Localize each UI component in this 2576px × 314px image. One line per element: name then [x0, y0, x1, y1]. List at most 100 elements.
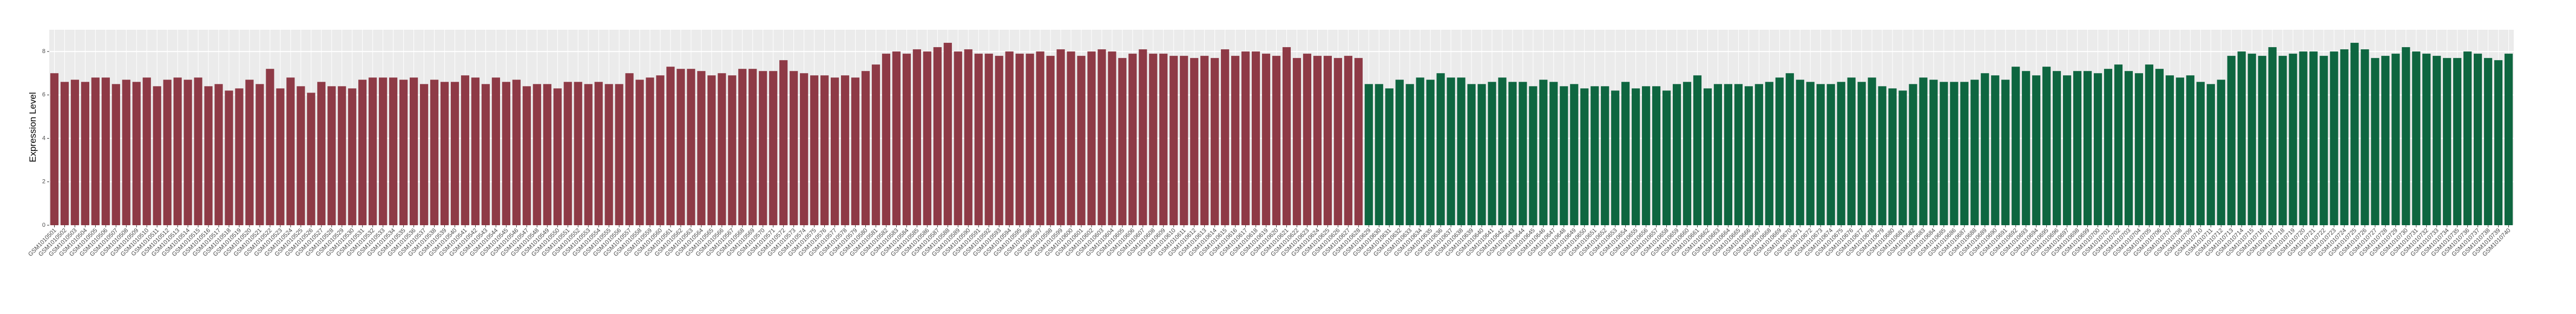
- bar: [718, 73, 726, 225]
- bar: [533, 84, 541, 225]
- bar: [923, 51, 931, 225]
- bar: [522, 86, 531, 226]
- bar: [1878, 86, 1887, 226]
- bar: [1190, 58, 1199, 226]
- bar: [1128, 54, 1137, 225]
- y-tick-label: 6: [42, 91, 45, 98]
- bar: [1344, 56, 1352, 225]
- bar: [697, 71, 706, 225]
- bar: [245, 80, 254, 225]
- bar: [2124, 71, 2133, 225]
- bar: [338, 86, 346, 226]
- bar: [348, 88, 357, 225]
- y-tick-label: 0: [42, 222, 45, 228]
- bar: [1436, 73, 1445, 225]
- bar: [297, 86, 305, 226]
- bar: [676, 69, 685, 225]
- bar: [2309, 51, 2318, 225]
- bar: [1077, 56, 1086, 225]
- bar: [502, 82, 510, 225]
- bar: [2278, 56, 2287, 225]
- bar: [111, 84, 120, 225]
- bar: [2391, 54, 2400, 225]
- bar: [1621, 82, 1630, 225]
- bar: [101, 77, 110, 225]
- bar: [1713, 84, 1723, 225]
- bar: [2053, 71, 2061, 225]
- bar: [1169, 56, 1178, 225]
- bar: [594, 82, 603, 225]
- bar: [2443, 58, 2452, 226]
- bar: [1211, 58, 1219, 226]
- bar: [1159, 54, 1168, 225]
- bar: [2504, 54, 2513, 225]
- bar: [122, 80, 130, 225]
- bar: [748, 69, 757, 225]
- bar: [1724, 84, 1733, 225]
- bar: [1251, 51, 1260, 225]
- bar: [1909, 84, 1917, 225]
- bar: [974, 54, 983, 225]
- bar: [2433, 56, 2441, 225]
- bar: [687, 69, 695, 225]
- bar: [2381, 56, 2390, 225]
- bar: [1744, 86, 1753, 226]
- bar: [132, 82, 141, 225]
- bar: [214, 84, 223, 225]
- bar: [461, 75, 470, 225]
- bar: [1539, 80, 1548, 225]
- bar: [1734, 84, 1743, 225]
- bar: [1570, 84, 1579, 225]
- bar: [1457, 77, 1466, 225]
- bar: [1919, 77, 1928, 225]
- bar: [543, 84, 551, 225]
- bar: [1046, 56, 1055, 225]
- bar: [2093, 73, 2102, 225]
- bar: [2206, 84, 2215, 225]
- bar: [1395, 80, 1404, 225]
- bar: [235, 88, 244, 225]
- bar: [1611, 90, 1620, 225]
- bar: [2248, 54, 2256, 225]
- bar: [1313, 56, 1322, 225]
- bar: [440, 82, 449, 225]
- bar: [563, 82, 572, 225]
- bar: [2330, 51, 2338, 225]
- bar: [1652, 86, 1661, 226]
- bar: [830, 77, 839, 225]
- bar: [307, 93, 316, 225]
- bar: [666, 67, 675, 225]
- bar: [604, 84, 613, 225]
- bar: [1642, 86, 1651, 226]
- bar: [656, 75, 665, 225]
- bar: [2073, 71, 2082, 225]
- bar: [1632, 88, 1640, 225]
- bar: [2196, 82, 2205, 225]
- bar: [410, 77, 418, 225]
- bar: [810, 75, 819, 225]
- bar: [2268, 47, 2277, 225]
- bar: [2299, 51, 2308, 225]
- bar: [2042, 67, 2051, 225]
- bar: [1888, 88, 1897, 225]
- bar: [2319, 56, 2328, 225]
- bar: [1354, 58, 1363, 226]
- bar: [2032, 75, 2041, 225]
- bar: [286, 77, 295, 225]
- bar: [2145, 64, 2153, 225]
- bar: [1519, 82, 1527, 225]
- bar: [790, 71, 798, 225]
- bar: [358, 80, 367, 225]
- bar: [1703, 88, 1712, 225]
- bar: [902, 54, 911, 225]
- bar: [1560, 86, 1568, 226]
- bar: [2062, 75, 2072, 225]
- bar: [204, 86, 213, 226]
- bar: [728, 75, 737, 225]
- bar: [615, 84, 623, 225]
- bar: [1940, 82, 1948, 225]
- bar: [1960, 82, 1969, 225]
- bar: [800, 73, 809, 225]
- bar: [1333, 58, 1342, 226]
- bar: [1026, 54, 1034, 225]
